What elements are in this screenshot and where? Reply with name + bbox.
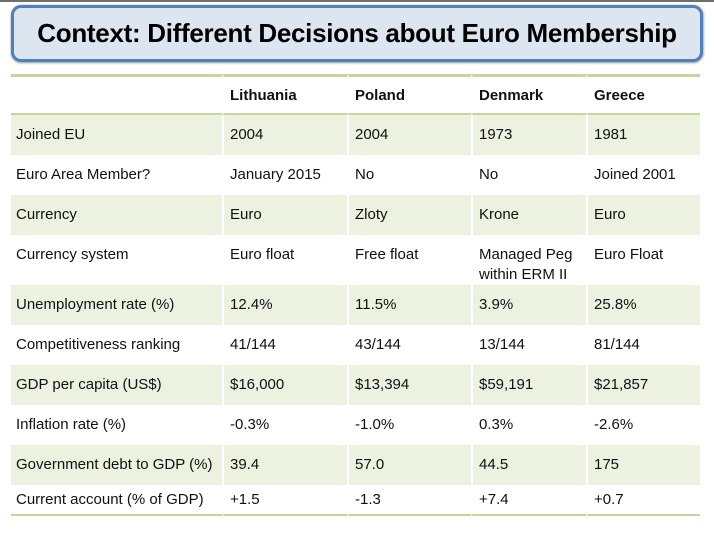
- table-row: Currency Euro Zloty Krone Euro: [11, 195, 700, 235]
- cell-value: Managed Peg within ERM II: [471, 235, 586, 285]
- cell-value: -1.3: [347, 485, 471, 516]
- comparison-table-container: Lithuania Poland Denmark Greece Joined EU 2…: [11, 74, 700, 516]
- cell-value: 41/144: [222, 325, 347, 365]
- cell-value: Krone: [471, 195, 586, 235]
- cell-value: 81/144: [586, 325, 700, 365]
- title-box: Context: Different Decisions about Euro …: [11, 5, 703, 62]
- cell-value: 175: [586, 445, 700, 485]
- table-row: Competitiveness ranking 41/144 43/144 13/1…: [11, 325, 700, 365]
- table-row: Government debt to GDP (%) 39.4 57.0 44.5 1…: [11, 445, 700, 485]
- table-row: Joined EU 2004 2004 1973 1981: [11, 115, 700, 155]
- row-label: Currency: [11, 195, 222, 235]
- table-body: Joined EU 2004 2004 1973 1981 Euro Area Mem…: [11, 115, 700, 516]
- cell-value: Free float: [347, 235, 471, 285]
- column-header-lithuania: Lithuania: [222, 74, 347, 115]
- column-header-denmark: Denmark: [471, 74, 586, 115]
- table-row: Euro Area Member? January 2015 No No Joined…: [11, 155, 700, 195]
- cell-value: Joined 2001: [586, 155, 700, 195]
- cell-value: $16,000: [222, 365, 347, 405]
- table-row: GDP per capita (US$) $16,000 $13,394 $59,1…: [11, 365, 700, 405]
- cell-value: 39.4: [222, 445, 347, 485]
- cell-value: Euro float: [222, 235, 347, 285]
- row-label: Euro Area Member?: [16, 166, 151, 183]
- cell-value: -1.0%: [347, 405, 471, 445]
- cell-value: 44.5: [471, 445, 586, 485]
- column-header-greece: Greece: [586, 74, 700, 115]
- row-label: Current account (% of GDP): [11, 485, 222, 516]
- row-label: Competitiveness ranking: [16, 336, 181, 353]
- cell-value: 43/144: [347, 325, 471, 365]
- slide-top-edge: [0, 0, 714, 2]
- cell-value: 13/144: [471, 325, 586, 365]
- cell-value: +7.4: [471, 485, 586, 516]
- cell-value: 2004: [347, 115, 471, 155]
- cell-value: 57.0: [347, 445, 471, 485]
- table-row: Current account (% of GDP) +1.5 -1.3 +7.4 +…: [11, 485, 700, 516]
- row-label: Joined EU: [11, 115, 222, 155]
- cell-value: Euro: [586, 195, 700, 235]
- cell-value: 12.4%: [222, 285, 347, 325]
- row-label: Currency system: [16, 246, 129, 263]
- cell-value: 25.8%: [586, 285, 700, 325]
- cell-value: +1.5: [222, 485, 347, 516]
- table-row: Unemployment rate (%) 12.4% 11.5% 3.9% 25.8…: [11, 285, 700, 325]
- cell-value: $21,857: [586, 365, 700, 405]
- cell-value: Euro Float: [586, 235, 700, 285]
- cell-value: Euro: [222, 195, 347, 235]
- cell-value: -0.3%: [222, 405, 347, 445]
- table-header-row: Lithuania Poland Denmark Greece: [11, 74, 700, 115]
- cell-value: 11.5%: [347, 285, 471, 325]
- cell-value: 2004: [222, 115, 347, 155]
- cell-value: 1973: [471, 115, 586, 155]
- cell-value: -2.6%: [586, 405, 700, 445]
- corner-cell: [11, 74, 222, 115]
- cell-value: $13,394: [347, 365, 471, 405]
- cell-value: +0.7: [586, 485, 700, 516]
- cell-value: $59,191: [471, 365, 586, 405]
- row-label: GDP per capita (US$): [11, 365, 222, 405]
- table-row: Inflation rate (%) -0.3% -1.0% 0.3% -2.6%: [11, 405, 700, 445]
- cell-value: 0.3%: [471, 405, 586, 445]
- page-title: Context: Different Decisions about Euro …: [37, 18, 677, 48]
- column-header-poland: Poland: [347, 74, 471, 115]
- row-label: Unemployment rate (%): [11, 285, 222, 325]
- comparison-table: Lithuania Poland Denmark Greece Joined EU 2…: [11, 74, 700, 516]
- table-row: Currency system Euro float Free float Mana…: [11, 235, 700, 285]
- cell-value: January 2015: [222, 155, 347, 195]
- cell-value: Zloty: [347, 195, 471, 235]
- cell-value: No: [347, 155, 471, 195]
- row-label: Inflation rate (%): [16, 416, 127, 433]
- cell-value: 3.9%: [471, 285, 586, 325]
- cell-value: No: [471, 155, 586, 195]
- row-label: Government debt to GDP (%): [11, 445, 222, 485]
- cell-value: 1981: [586, 115, 700, 155]
